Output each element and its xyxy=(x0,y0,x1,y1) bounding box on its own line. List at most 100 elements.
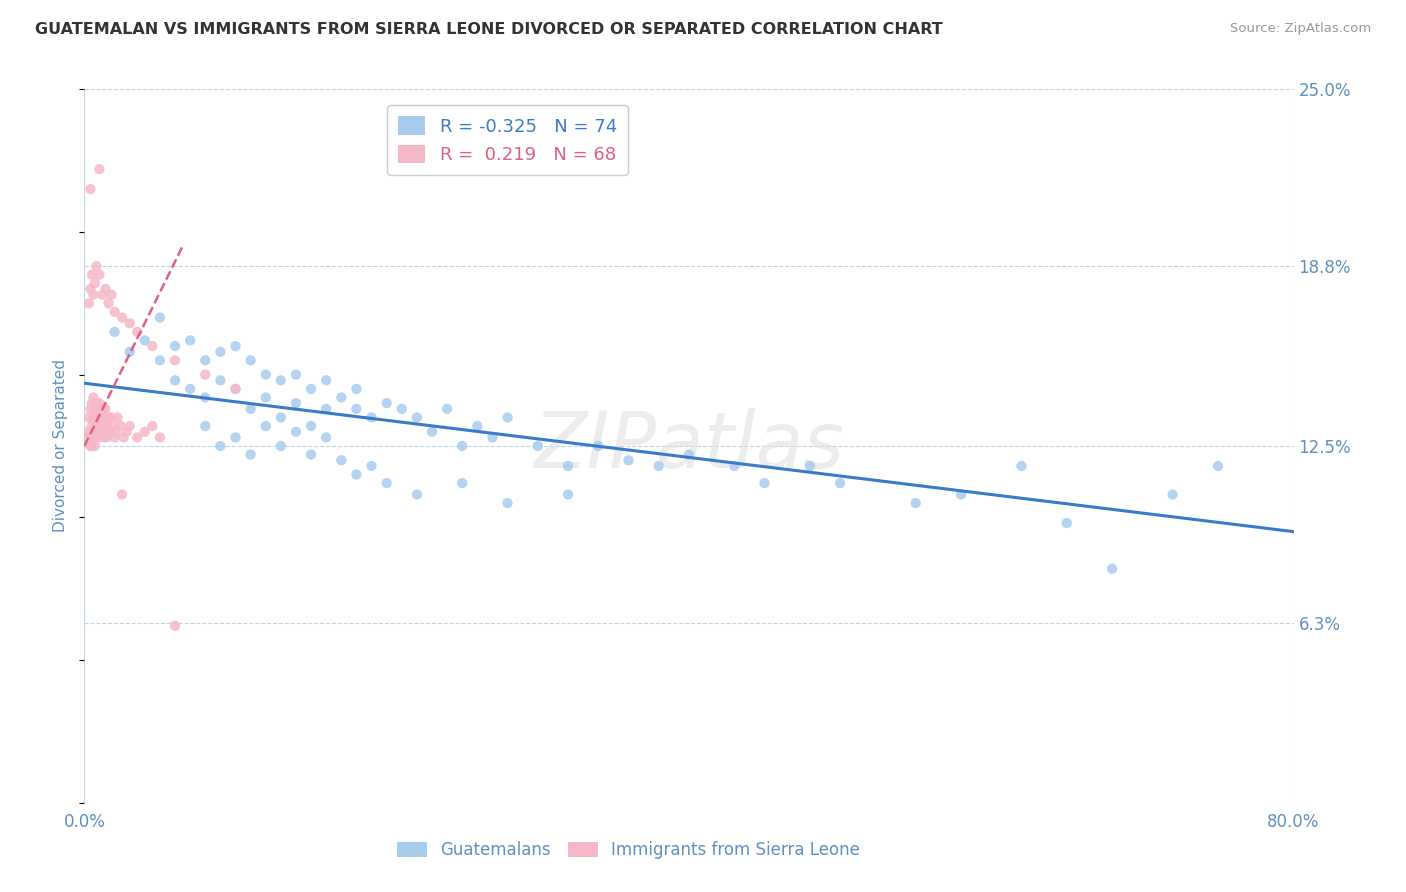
Y-axis label: Divorced or Separated: Divorced or Separated xyxy=(53,359,69,533)
Point xyxy=(115,425,138,439)
Point xyxy=(1056,516,1078,530)
Point xyxy=(467,419,489,434)
Point xyxy=(270,373,292,387)
Point xyxy=(86,396,108,410)
Point xyxy=(239,401,262,416)
Point xyxy=(209,344,232,359)
Point xyxy=(86,259,108,273)
Point xyxy=(127,325,149,339)
Point xyxy=(84,439,107,453)
Point xyxy=(80,268,103,282)
Point xyxy=(90,410,112,425)
Point xyxy=(96,419,118,434)
Point xyxy=(89,430,111,444)
Point xyxy=(79,439,101,453)
Point xyxy=(94,401,117,416)
Point xyxy=(330,391,353,405)
Point xyxy=(648,458,671,473)
Point xyxy=(225,430,247,444)
Point xyxy=(527,439,550,453)
Point xyxy=(141,419,163,434)
Point xyxy=(104,305,127,319)
Point xyxy=(557,458,579,473)
Point xyxy=(270,410,292,425)
Point xyxy=(105,425,128,439)
Point xyxy=(82,430,104,444)
Point xyxy=(254,391,277,405)
Point xyxy=(79,401,101,416)
Point xyxy=(209,373,232,387)
Point xyxy=(100,410,122,425)
Point xyxy=(134,334,156,348)
Point xyxy=(82,287,104,301)
Point xyxy=(94,425,117,439)
Point xyxy=(165,339,187,353)
Point xyxy=(127,430,149,444)
Point xyxy=(101,419,124,434)
Point xyxy=(904,496,927,510)
Point xyxy=(82,391,104,405)
Point xyxy=(104,430,127,444)
Point xyxy=(134,425,156,439)
Point xyxy=(194,368,217,382)
Point xyxy=(1011,458,1033,473)
Point xyxy=(436,401,458,416)
Point xyxy=(285,396,308,410)
Point xyxy=(84,401,107,416)
Point xyxy=(141,339,163,353)
Point xyxy=(406,410,429,425)
Point xyxy=(239,448,262,462)
Point xyxy=(346,382,368,396)
Point xyxy=(375,396,398,410)
Point xyxy=(1101,562,1123,576)
Point xyxy=(149,430,172,444)
Point xyxy=(104,325,127,339)
Point xyxy=(315,401,337,416)
Point xyxy=(194,391,217,405)
Point xyxy=(285,368,308,382)
Point xyxy=(315,373,337,387)
Point xyxy=(110,419,132,434)
Point xyxy=(80,439,103,453)
Point xyxy=(299,382,322,396)
Point xyxy=(557,487,579,501)
Point xyxy=(225,382,247,396)
Point xyxy=(107,410,129,425)
Point xyxy=(194,353,217,368)
Point xyxy=(799,458,821,473)
Point xyxy=(97,296,120,310)
Point xyxy=(179,334,201,348)
Point xyxy=(100,287,122,301)
Text: ZIPatlas: ZIPatlas xyxy=(533,408,845,484)
Point xyxy=(77,296,100,310)
Point xyxy=(330,453,353,467)
Point xyxy=(111,487,134,501)
Point xyxy=(346,467,368,482)
Point xyxy=(420,425,443,439)
Point xyxy=(90,425,112,439)
Point xyxy=(481,430,503,444)
Point xyxy=(79,282,101,296)
Point xyxy=(391,401,413,416)
Point xyxy=(89,396,111,410)
Text: GUATEMALAN VS IMMIGRANTS FROM SIERRA LEONE DIVORCED OR SEPARATED CORRELATION CHA: GUATEMALAN VS IMMIGRANTS FROM SIERRA LEO… xyxy=(35,22,943,37)
Point xyxy=(179,382,201,396)
Point xyxy=(91,401,114,416)
Point xyxy=(406,487,429,501)
Point xyxy=(112,430,135,444)
Point xyxy=(194,419,217,434)
Point xyxy=(496,410,519,425)
Point xyxy=(82,410,104,425)
Point xyxy=(111,310,134,325)
Point xyxy=(87,401,110,416)
Point xyxy=(91,419,114,434)
Point xyxy=(89,162,111,177)
Point xyxy=(80,396,103,410)
Point xyxy=(225,382,247,396)
Point xyxy=(375,476,398,491)
Point xyxy=(87,410,110,425)
Point xyxy=(165,619,187,633)
Point xyxy=(451,439,474,453)
Point xyxy=(93,410,115,425)
Point xyxy=(89,268,111,282)
